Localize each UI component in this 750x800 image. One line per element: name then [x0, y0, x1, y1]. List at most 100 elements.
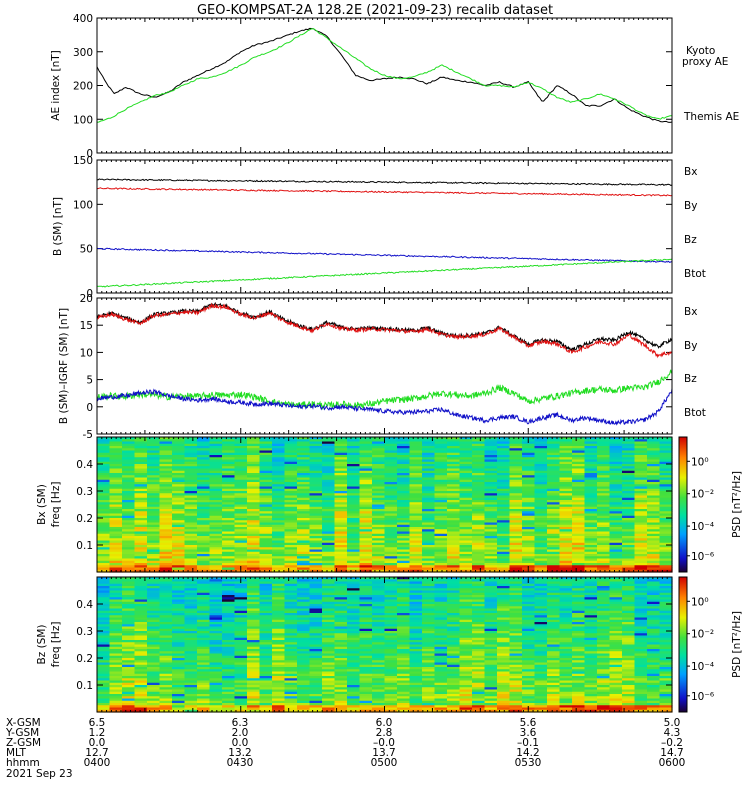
- spectrogram-cell: [184, 610, 198, 614]
- spectrogram-cell: [284, 676, 298, 679]
- spectrogram-cell: [172, 671, 186, 675]
- spectrogram-cell: [172, 450, 186, 454]
- spectrogram-cell: [497, 563, 511, 566]
- spectrogram-cell: [172, 484, 186, 488]
- spectrogram-cell: [247, 694, 261, 697]
- spectrogram-cell: [272, 617, 286, 621]
- spectrogram-cell: [284, 527, 298, 530]
- spectrogram-cell: [572, 536, 586, 539]
- spectrogram-cell: [134, 586, 148, 589]
- spectrogram-cell: [309, 567, 323, 571]
- spectrogram-cell: [622, 504, 636, 508]
- spectrogram-cell: [97, 504, 111, 508]
- spectrogram-cell: [122, 649, 136, 652]
- spectrogram-cell: [447, 509, 461, 512]
- spectrogram-cell: [134, 450, 148, 454]
- spectrogram-cell: [322, 545, 336, 548]
- spectrogram-cell: [197, 664, 211, 668]
- spectrogram-cell: [322, 502, 336, 506]
- spectrogram-cell: [159, 504, 173, 508]
- spectrogram-cell: [159, 646, 173, 650]
- spectrogram-cell: [347, 524, 361, 528]
- spectrogram-cell: [159, 676, 173, 679]
- spectrogram-cell: [234, 515, 248, 519]
- spectrogram-cell: [109, 703, 123, 706]
- spectrogram-cell: [572, 486, 586, 490]
- spectrogram-cell: [272, 685, 286, 688]
- spectrogram-cell: [159, 486, 173, 490]
- spectrogram-cell: [197, 696, 211, 700]
- spectrogram-cell: [109, 658, 123, 661]
- spectrogram-cell: [97, 705, 111, 709]
- spectrogram-cell: [547, 556, 561, 560]
- spectrogram-cell: [334, 500, 348, 503]
- spectrogram-cell: [522, 477, 536, 481]
- spectrogram-cell: [322, 592, 336, 596]
- spectrogram-cell: [597, 500, 611, 503]
- spectrogram-cell: [384, 470, 398, 474]
- spectrogram-cell: [147, 565, 161, 569]
- spectrogram-cell: [97, 468, 111, 472]
- spectrogram-cell: [284, 673, 298, 677]
- spectrogram-cell: [122, 533, 136, 537]
- spectrogram-cell: [572, 504, 586, 508]
- spectrogram-cell: [159, 698, 173, 702]
- spectrogram-cell: [309, 642, 323, 646]
- spectrogram-cell: [322, 473, 336, 476]
- spectrogram-cell: [209, 502, 223, 506]
- spectrogram-cell: [384, 522, 398, 526]
- spectrogram-cell: [184, 529, 198, 533]
- spectrogram-cell: [597, 446, 611, 449]
- spectrogram-cell: [434, 461, 448, 465]
- spectrogram-cell: [409, 484, 423, 488]
- spectrogram-cell: [559, 473, 573, 476]
- spectrogram-cell: [309, 651, 323, 655]
- spectrogram-cell: [309, 662, 323, 666]
- spectrogram-cell: [197, 450, 211, 454]
- spectrogram-cell: [547, 475, 561, 479]
- spectrogram-cell: [609, 504, 623, 508]
- spectrogram-cell: [309, 473, 323, 476]
- spectrogram-cell: [422, 563, 436, 566]
- spectrogram-cell: [159, 678, 173, 682]
- spectrogram-cell: [309, 599, 323, 603]
- spectrogram-cell: [572, 455, 586, 458]
- spectrogram-cell: [147, 439, 161, 443]
- spectrogram-cell: [309, 540, 323, 544]
- spectrogram-cell: [422, 540, 436, 544]
- spectrogram-cell: [272, 599, 286, 603]
- spectrogram-cell: [309, 527, 323, 530]
- spectrogram-cell: [259, 644, 273, 648]
- spectrogram-cell: [297, 569, 311, 573]
- spectrogram-cell: [122, 581, 136, 585]
- spectrogram-cell: [622, 477, 636, 481]
- spectrogram-cell: [622, 466, 636, 470]
- spectrogram-cell: [259, 619, 273, 623]
- spectrogram-cell: [259, 551, 273, 555]
- y-axis-label: B (SM)–IGRF (SM) [nT]: [58, 308, 70, 424]
- spectrogram-cell: [522, 506, 536, 510]
- spectrogram-cell: [172, 524, 186, 528]
- spectrogram-cell: [109, 588, 123, 592]
- spectrogram-cell: [234, 597, 248, 601]
- spectrogram-cell: [322, 500, 336, 503]
- spectrogram-cell: [347, 484, 361, 488]
- spectrogram-cell: [297, 477, 311, 481]
- spectrogram-cell: [197, 569, 211, 573]
- spectrogram-cell: [284, 520, 298, 524]
- spectrogram-cell: [497, 450, 511, 454]
- spectrogram-cell: [347, 538, 361, 542]
- spectrogram-cell: [484, 446, 498, 449]
- spectrogram-cell: [222, 495, 236, 499]
- spectrogram-cell: [122, 669, 136, 673]
- spectrogram-cell: [222, 567, 236, 571]
- spectrogram-cell: [397, 493, 411, 497]
- spectrogram-cell: [572, 446, 586, 449]
- spectrogram-cell: [222, 601, 236, 605]
- spectrogram-cell: [534, 495, 548, 499]
- spectrogram-cell: [122, 588, 136, 592]
- spectrogram-cell: [109, 700, 123, 704]
- spectrogram-cell: [472, 452, 486, 456]
- spectrogram-cell: [209, 549, 223, 553]
- spectrogram-cell: [297, 590, 311, 594]
